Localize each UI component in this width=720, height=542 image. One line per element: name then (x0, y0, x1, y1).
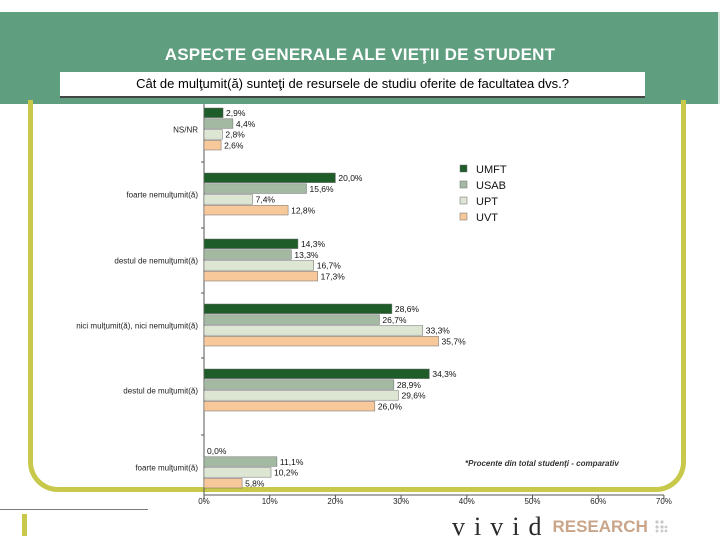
bar (203, 456, 278, 467)
data-label: 35,7% (442, 336, 467, 346)
data-label: 15,6% (309, 184, 334, 194)
bar (203, 172, 336, 183)
bar (203, 325, 424, 336)
bar (203, 379, 395, 390)
data-label: 14,3% (301, 239, 326, 249)
bar (203, 129, 223, 140)
legend-swatch (459, 180, 468, 189)
brand-logo: vivid RESEARCH (452, 512, 668, 541)
x-tick-label: 40% (459, 497, 475, 506)
data-label: 7,4% (256, 195, 276, 205)
bar (203, 140, 222, 151)
category-label: NS/NR (173, 126, 198, 135)
brand-word: vivid (452, 512, 551, 541)
legend-swatch (459, 196, 468, 205)
bar (203, 238, 299, 249)
x-tick-label: 60% (590, 497, 606, 506)
data-label: 11,1% (280, 457, 304, 467)
header-edge (718, 12, 720, 104)
category-label: destul de nemulţumit(ă) (114, 257, 198, 266)
bar (203, 467, 272, 478)
bar (203, 368, 430, 379)
bar (203, 118, 234, 129)
bar (203, 303, 393, 314)
data-label: 13,3% (294, 250, 319, 260)
x-tick-label: 70% (656, 497, 672, 506)
bar (203, 107, 224, 118)
data-label: 2,9% (226, 108, 246, 118)
legend-swatch (459, 164, 468, 173)
data-label: 26,0% (378, 401, 403, 411)
category-label: foarte mulţumit(ă) (135, 464, 198, 473)
page-title: ASPECTE GENERALE ALE VIEŢII DE STUDENT (164, 45, 556, 64)
data-label: 2,8% (225, 130, 245, 140)
subtitle-rule (60, 96, 645, 98)
legend-label: UVT (476, 212, 498, 224)
x-tick-label: 30% (393, 497, 409, 506)
category-label: destul de mulţumit(ă) (123, 387, 198, 396)
category-label: foarte nemulţumit(ă) (126, 191, 198, 200)
data-label: 2,6% (224, 140, 244, 150)
brand-dots-icon (655, 520, 668, 533)
bar (203, 271, 318, 282)
data-label: 4,4% (236, 119, 256, 129)
bar (203, 401, 376, 412)
chart-footnote: *Procente din total studenţi - comparati… (465, 459, 619, 468)
bar (203, 336, 439, 347)
bar (203, 249, 292, 260)
x-tick-label: 50% (524, 497, 540, 506)
data-label: 26,7% (382, 315, 407, 325)
legend-label: USAB (476, 180, 506, 192)
data-label: 28,6% (395, 304, 420, 314)
category-label: nici mulţumit(ă), nici nemulţumit(ă) (76, 322, 198, 331)
bar (203, 314, 380, 325)
data-label: 20,0% (338, 173, 363, 183)
subtitle-strip: Cât de mulţumit(ă) sunteţi de resursele … (60, 72, 645, 98)
bar (203, 478, 243, 489)
data-label: 16,7% (317, 261, 342, 271)
data-label: 28,9% (397, 380, 422, 390)
data-label: 33,3% (426, 326, 451, 336)
data-label: 29,6% (401, 391, 426, 401)
x-tick-label: 0% (198, 497, 210, 506)
data-label: 17,3% (321, 271, 346, 281)
data-label: 10,2% (274, 468, 299, 478)
legend-label: UPT (476, 196, 498, 208)
page-subtitle: Cât de mulţumit(ă) sunteţi de resursele … (136, 76, 569, 91)
legend-swatch (459, 212, 468, 221)
data-label: 0,0% (207, 446, 227, 456)
bar (203, 390, 399, 401)
data-label: 5,8% (245, 478, 265, 488)
footer-rule (0, 509, 148, 510)
data-label: 34,3% (432, 369, 457, 379)
bar (203, 194, 253, 205)
footer-mark (22, 514, 27, 536)
legend-label: UMFT (476, 164, 507, 176)
brand-research: RESEARCH (552, 517, 648, 536)
content-frame (28, 100, 686, 492)
x-tick-label: 10% (262, 497, 278, 506)
bar (203, 205, 289, 216)
bar (203, 183, 307, 194)
bar (203, 260, 314, 271)
x-tick-label: 20% (327, 497, 343, 506)
data-label: 12,8% (291, 205, 316, 215)
